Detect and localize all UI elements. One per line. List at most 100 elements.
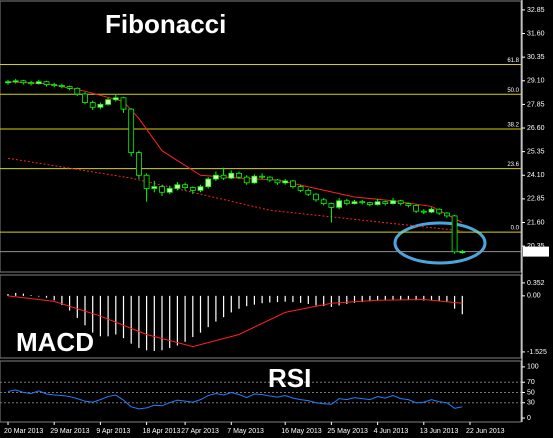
x-tick-label: 22 Jun 2013	[466, 428, 505, 435]
x-tick-label: 27 Apr 2013	[181, 428, 219, 435]
last-price-label: 20.06	[527, 248, 545, 255]
macd-bar	[107, 295, 109, 337]
y-tick-label: 30	[527, 400, 535, 407]
macd-bar	[238, 295, 240, 309]
macd-bar	[438, 295, 440, 301]
candle-body	[443, 212, 450, 217]
candle-body	[159, 186, 165, 193]
macd-bar	[361, 295, 363, 303]
candle-body	[5, 81, 11, 84]
macd-panel-frame	[0, 274, 522, 359]
candle-body	[397, 200, 404, 205]
candle-body	[120, 97, 127, 110]
fib-label: 23.6	[507, 162, 519, 168]
macd-bar	[53, 295, 55, 301]
macd-bar	[246, 295, 248, 307]
x-tick-label: 13 Jun 2013	[420, 428, 459, 435]
macd-bar	[130, 295, 132, 344]
macd-bar	[76, 295, 78, 318]
candle-body	[305, 189, 312, 195]
macd-bar	[199, 295, 202, 333]
y-tick-label: 30.35	[527, 54, 545, 61]
candle-body	[205, 178, 212, 187]
y-tick-label: 100	[527, 364, 539, 371]
macd-bar	[292, 295, 294, 303]
rsi-panel-frame	[0, 360, 522, 423]
macd-bar	[84, 295, 86, 326]
rsi-title: RSI	[268, 363, 311, 393]
y-tick-label: 27.85	[527, 101, 545, 108]
macd-bar	[330, 295, 332, 307]
macd-bar	[207, 295, 209, 328]
candle-body	[243, 176, 250, 184]
fib-label: 0.0	[511, 226, 520, 232]
y-tick-label: 20.35	[527, 243, 545, 250]
macd-bar	[461, 295, 463, 315]
candle-body	[274, 179, 281, 184]
macd-bar	[392, 295, 394, 300]
macd-bar	[161, 295, 163, 351]
candle-body	[174, 184, 181, 189]
y-tick-label: 70	[527, 379, 535, 386]
macd-bar	[69, 295, 71, 311]
macd-bar	[307, 295, 309, 304]
candle-body	[82, 93, 88, 103]
candle-body	[259, 175, 266, 178]
y-tick-label: 0	[527, 415, 531, 422]
candle-body	[282, 180, 289, 184]
macd-bar	[122, 295, 125, 339]
candle-body	[143, 174, 150, 189]
candle-body	[390, 200, 396, 205]
x-tick-label: 7 May 2013	[227, 428, 264, 435]
highlight-ellipse	[393, 221, 487, 265]
rsi-line	[7, 389, 463, 410]
moving-average	[7, 81, 463, 223]
macd-bar	[284, 295, 286, 302]
y-tick-label: 21.60	[527, 219, 545, 226]
macd-bar	[215, 295, 217, 322]
candle-body	[251, 175, 258, 184]
candle-body	[112, 97, 119, 101]
macd-bar	[400, 295, 402, 300]
macd-bar	[30, 295, 32, 296]
macd-bar	[377, 295, 379, 301]
x-tick-label: 18 Apr 2013	[143, 428, 181, 435]
candle-body	[236, 172, 242, 178]
candle-body	[128, 108, 135, 153]
candle-body	[228, 172, 235, 179]
candle-body	[289, 180, 296, 187]
candle-body	[405, 203, 412, 206]
candle-body	[297, 186, 304, 191]
candle-body	[135, 152, 142, 176]
candle-body	[320, 199, 327, 205]
candle-body	[413, 205, 420, 212]
candle-body	[43, 81, 50, 85]
candle-body	[59, 85, 65, 87]
macd-bar	[230, 295, 232, 313]
candle-body	[428, 208, 435, 213]
candle-body	[451, 215, 458, 253]
moving-average	[7, 157, 463, 232]
macd-bar	[269, 295, 271, 303]
macd-bar	[323, 295, 325, 307]
y-tick-label: 0.00	[527, 293, 541, 300]
y-tick-label: -1.525	[527, 349, 547, 356]
x-tick-label: 25 May 2013	[327, 428, 368, 435]
macd-bar	[369, 295, 371, 302]
candle-body	[266, 176, 273, 181]
candle-body	[97, 104, 104, 108]
x-tick-label: 20 Mar 2013	[4, 428, 43, 435]
candle-body	[366, 202, 373, 205]
candle-body	[66, 86, 73, 89]
macd-bar	[92, 295, 94, 333]
y-tick-label: 50	[527, 389, 535, 396]
macd-bar	[315, 295, 317, 306]
candle-body	[28, 82, 35, 85]
macd-bar	[184, 295, 186, 342]
macd-bar	[192, 295, 194, 338]
macd-bar	[169, 295, 171, 349]
x-tick-label: 16 May 2013	[281, 428, 322, 435]
candle-body	[436, 208, 443, 214]
y-tick-label: 24.10	[527, 172, 545, 179]
macd-bar	[115, 295, 117, 335]
